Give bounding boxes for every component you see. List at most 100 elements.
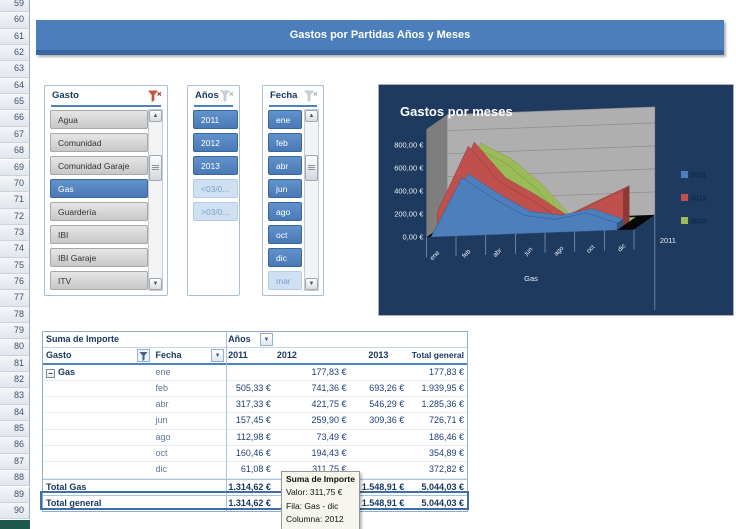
scroll-up-button[interactable]: ▲ [149,110,162,122]
value-cell[interactable]: 317,33 € [235,399,271,410]
total-value-cell[interactable]: 5.044,03 € [421,497,464,508]
row-label-gasto[interactable] [43,462,152,477]
total-value-cell[interactable]: 1.314,62 € [228,481,271,492]
value-cell[interactable]: 73,49 € [316,431,347,442]
value-cell[interactable]: 177,83 € [428,366,464,377]
slicer-item-030[interactable]: >03/0... [193,202,238,221]
scroll-down-button[interactable]: ▼ [305,278,318,290]
row-header-74[interactable]: 74 [0,241,30,258]
value-cell[interactable]: 693,26 € [369,382,405,393]
slicer-scrollbar[interactable]: ▲ ▼ [304,109,319,291]
slicer-item-guardera[interactable]: Guardería [50,202,148,221]
row-header-64[interactable]: 64 [0,77,30,95]
row-header-65[interactable]: 65 [0,94,30,111]
scroll-down-button[interactable]: ▼ [149,278,162,290]
slicer-item-comunidadgaraje[interactable]: Comunidad Garaje [50,156,148,175]
slicer-item-feb[interactable]: feb [268,133,302,152]
row-header-68[interactable]: 68 [0,143,30,160]
row-label-fecha[interactable]: jun [155,415,168,426]
scroll-thumb[interactable] [305,155,318,181]
row-header-77[interactable]: 77 [0,290,30,307]
row-label-fecha[interactable]: dic [155,464,167,475]
slicer-item-abr[interactable]: abr [268,156,302,175]
slicer-item-mar[interactable]: mar [268,271,302,290]
value-cell[interactable]: 194,43 € [311,448,347,459]
row-label-gasto[interactable]: − Gas [43,365,152,380]
row-header-62[interactable]: 62 [0,45,30,62]
row-header-70[interactable]: 70 [0,175,30,193]
value-cell[interactable]: 157,45 € [235,415,271,426]
row-header-63[interactable]: 63 [0,61,30,78]
slicer-scrollbar[interactable]: ▲ ▼ [148,109,163,291]
slicer-item-ibigaraje[interactable]: IBI Garaje [50,248,148,267]
total-label[interactable]: Total Gas [46,481,87,492]
row-header-72[interactable]: 72 [0,208,30,225]
value-cell[interactable] [350,365,408,380]
row-label-gasto[interactable] [43,381,152,396]
slicer-item-comunidad[interactable]: Comunidad [50,133,148,152]
value-cell[interactable]: 505,33 € [235,382,271,393]
value-cell[interactable] [225,365,274,380]
value-cell[interactable]: 160,46 € [235,448,271,459]
row-label-gasto[interactable] [43,446,152,461]
slicer-item-ibi[interactable]: IBI [50,225,148,244]
row-header-76[interactable]: 76 [0,273,30,291]
row-label-fecha[interactable]: feb [155,382,168,393]
row-label-fecha[interactable]: ene [155,366,171,377]
col-header-2011[interactable]: 2011 [228,350,248,361]
clear-filter-icon[interactable] [148,90,162,103]
slicer-item-itv[interactable]: ITV [50,271,148,290]
value-cell[interactable]: 726,71 € [428,415,464,426]
chart-gastos-por-meses[interactable]: ene feb abr jun ago oct dic 0,00 € 200,00 € 400,0… [378,84,734,316]
pivot-corner-label[interactable]: Suma de Importe [46,334,120,344]
total-value-cell[interactable]: 1.548,91 € [361,481,405,492]
value-cell[interactable]: 61,08 € [240,464,271,475]
col-header-2012[interactable]: 2012 [276,350,297,361]
col-header-2013[interactable]: 2013 [368,350,389,361]
clear-filter-icon[interactable] [304,90,318,103]
slicer-item-ene[interactable]: ene [268,110,302,129]
pivot-col-field-anos[interactable]: Años ▼ [225,332,274,347]
row-header-66[interactable]: 66 [0,110,30,127]
slicer-item-2013[interactable]: 2013 [193,156,238,175]
value-cell[interactable]: 1.285,36 € [421,399,464,410]
row-header-80[interactable]: 80 [0,339,30,356]
row-header-88[interactable]: 88 [0,470,30,487]
col-header-total-general[interactable]: Total general [411,350,464,361]
row-label-fecha[interactable]: oct [155,448,168,459]
value-cell[interactable]: 421,75 € [311,399,347,410]
value-cell[interactable]: 311,75 € [312,464,347,475]
row-header-59[interactable]: 59 [0,0,30,13]
slicer-item-gas[interactable]: Gas [50,179,148,198]
row-label-fecha[interactable]: ago [155,431,171,442]
slicer-item-oct[interactable]: oct [268,225,302,244]
total-value-cell[interactable]: 1.548,91 € [361,497,405,508]
row-header-87[interactable]: 87 [0,453,30,471]
row-header-85[interactable]: 85 [0,421,30,438]
row-label-gasto[interactable] [43,397,152,412]
value-cell[interactable]: 177,83 € [311,366,347,377]
value-cell[interactable]: 372,82 € [428,464,464,475]
slicer-item-2012[interactable]: 2012 [193,133,238,152]
value-cell[interactable] [350,430,408,445]
value-cell[interactable]: 186,46 € [428,431,464,442]
row-header-81[interactable]: 81 [0,355,30,373]
pivot-row-field-fecha[interactable]: Fecha ▼ [152,348,225,363]
scroll-thumb[interactable] [149,155,162,181]
row-header-82[interactable]: 82 [0,372,30,389]
row-header-69[interactable]: 69 [0,159,30,176]
slicer-item-030[interactable]: <03/0... [193,179,238,198]
row-header-73[interactable]: 73 [0,224,30,242]
value-cell[interactable]: 354,89 € [428,448,464,459]
row-header-60[interactable]: 60 [0,12,30,29]
scroll-up-button[interactable]: ▲ [305,110,318,122]
pivot-row-field-gasto[interactable]: Gasto [43,348,152,363]
slicer-item-agua[interactable]: Agua [50,110,148,129]
row-header-67[interactable]: 67 [0,126,30,144]
anos-dropdown-button[interactable]: ▼ [259,333,273,346]
value-cell[interactable]: 1.939,95 € [421,382,464,393]
gasto-filter-icon[interactable] [137,349,151,363]
slicer-item-jun[interactable]: jun [268,179,302,198]
fecha-dropdown-button[interactable]: ▼ [211,349,225,363]
value-cell[interactable]: 259,90 € [311,415,347,426]
